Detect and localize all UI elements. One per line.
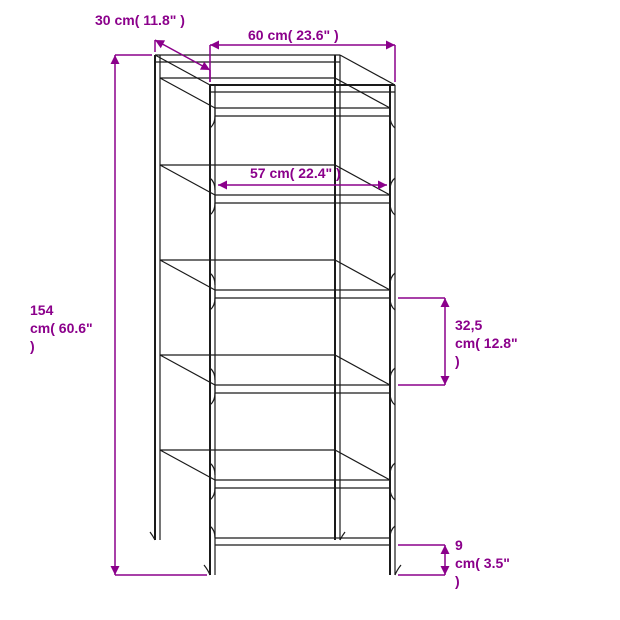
- dim-width-label: 60 cm( 23.6" ): [248, 27, 339, 43]
- dim-gap-label-2: cm( 12.8": [455, 335, 518, 351]
- shelf-tier: [160, 355, 395, 405]
- bookshelf: [150, 55, 401, 575]
- dim-shelf-width-label: 57 cm( 22.4" ): [250, 165, 341, 181]
- shelf-tier: [160, 260, 395, 310]
- dim-height-label-1: 154: [30, 302, 54, 318]
- shelf-tier: [160, 450, 395, 500]
- dim-height-label-2: cm( 60.6": [30, 320, 93, 336]
- dim-depth-label: 30 cm( 11.8" ): [95, 12, 185, 28]
- dim-depth: 30 cm( 11.8" ): [95, 12, 210, 82]
- dim-gap-label-3: ): [455, 353, 460, 369]
- dim-height-label-3: ): [30, 338, 35, 354]
- shelf-diagram: 30 cm( 11.8" ) 60 cm( 23.6" ) 57 cm( 22.…: [0, 0, 620, 620]
- dim-shelf-width: 57 cm( 22.4" ): [218, 165, 387, 185]
- dim-tier-gap: 32,5 cm( 12.8" ): [398, 298, 518, 385]
- dim-foot-label-3: ): [455, 573, 460, 589]
- dim-height: 154 cm( 60.6" ): [30, 55, 207, 575]
- dim-foot-label-2: cm( 3.5": [455, 555, 510, 571]
- dim-gap-label-1: 32,5: [455, 317, 482, 333]
- dim-foot: 9 cm( 3.5" ): [398, 537, 510, 589]
- dim-foot-label-1: 9: [455, 537, 463, 553]
